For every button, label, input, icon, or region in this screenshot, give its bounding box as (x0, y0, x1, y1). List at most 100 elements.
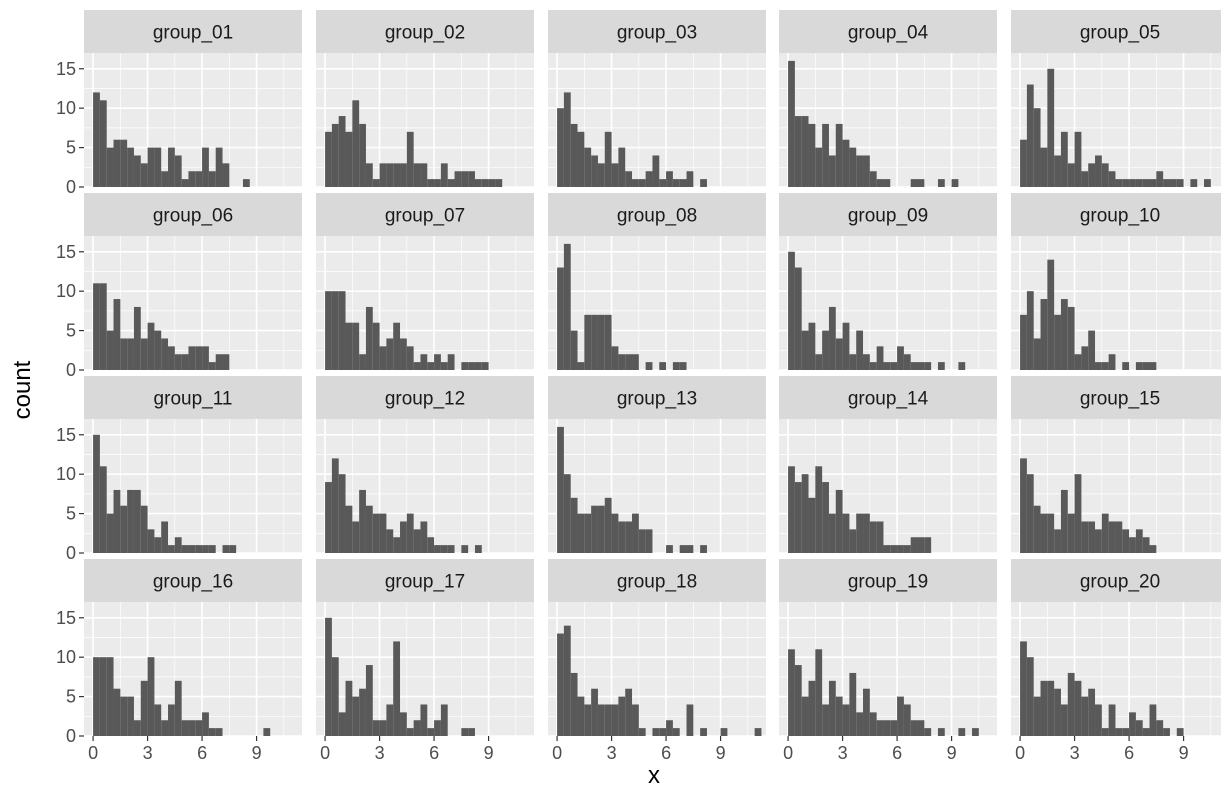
histogram-bar (406, 131, 414, 187)
y-tick-label: 5 (66, 321, 76, 341)
histogram-bar (140, 338, 148, 370)
histogram-bar (903, 354, 911, 370)
histogram-bar (147, 529, 155, 553)
facet-panel: group_13 (548, 376, 766, 554)
histogram-bar (1135, 362, 1143, 370)
histogram-bar (174, 354, 182, 370)
histogram-bar (99, 466, 107, 553)
histogram-bar (325, 617, 332, 736)
y-tick-label: 5 (66, 138, 76, 158)
x-tick-label: 9 (484, 743, 494, 763)
histogram-bar (1054, 155, 1061, 187)
histogram-bar (331, 123, 339, 187)
histogram-bar (345, 680, 353, 736)
histogram-bar (686, 171, 694, 187)
histogram-bar (1067, 672, 1075, 736)
histogram-bar (584, 513, 592, 553)
histogram-bar (427, 537, 435, 553)
histogram-bar (113, 489, 121, 553)
histogram-bar (400, 338, 407, 370)
facet-strip (316, 559, 534, 602)
histogram-bar (1156, 171, 1164, 187)
histogram-bar (794, 116, 802, 187)
histogram-bar (468, 362, 475, 370)
histogram-bar (1101, 513, 1109, 553)
histogram-bar (345, 131, 353, 187)
histogram-bar (1026, 657, 1034, 736)
facet-strip-label: group_07 (385, 206, 465, 227)
x-tick-label: 9 (252, 743, 262, 763)
histogram-bar (604, 314, 612, 370)
histogram-bar (611, 346, 619, 370)
histogram-bar (181, 720, 189, 736)
histogram-bar (1074, 354, 1082, 370)
histogram-bar (856, 712, 864, 736)
facet-panel: group_18 0 3 6 9 (548, 559, 766, 763)
histogram-bar (113, 688, 121, 736)
facet-strip-label: group_16 (153, 572, 233, 593)
histogram-bar (788, 251, 795, 370)
histogram-bar (910, 179, 918, 187)
facet-strip-label: group_09 (848, 206, 928, 227)
histogram-bar (835, 123, 843, 187)
histogram-bar (420, 163, 428, 187)
facet-panel: group_02 (316, 10, 534, 188)
histogram-bar (202, 545, 209, 553)
histogram-bar (842, 139, 850, 187)
histogram-bar (1020, 139, 1027, 187)
histogram-bar (597, 704, 605, 736)
histogram-bar (434, 545, 441, 553)
histogram-bar (924, 537, 932, 553)
histogram-bar (794, 482, 802, 553)
histogram-bar (679, 362, 687, 370)
histogram-bar (168, 704, 175, 736)
histogram-bar (659, 728, 667, 736)
histogram-bar (1108, 354, 1116, 370)
histogram-bar (822, 704, 829, 736)
histogram-bar (618, 147, 626, 187)
histogram-bar (856, 330, 864, 370)
histogram-bar (591, 314, 598, 370)
histogram-bar (876, 179, 884, 187)
y-tick-label: 15 (56, 425, 76, 445)
histogram-bar (352, 696, 360, 736)
x-tick-label: 0 (783, 743, 793, 763)
histogram-bar (597, 505, 605, 553)
histogram-bar (120, 505, 128, 553)
histogram-bar (365, 505, 373, 553)
histogram-bar (495, 179, 503, 187)
histogram-bar (263, 728, 271, 736)
histogram-bar (400, 712, 407, 736)
histogram-bar (161, 521, 169, 553)
histogram-bar (127, 338, 134, 370)
histogram-bar (488, 179, 496, 187)
histogram-bar (147, 657, 155, 736)
histogram-bar (386, 704, 394, 736)
histogram-bar (863, 354, 870, 370)
histogram-bar (700, 545, 707, 553)
histogram-bar (406, 728, 414, 736)
histogram-bar (679, 179, 687, 187)
histogram-bar (461, 728, 469, 736)
histogram-bar (638, 728, 646, 736)
histogram-bar (856, 155, 864, 187)
histogram-bar (365, 163, 373, 187)
histogram-bar (808, 322, 816, 370)
y-tick-label: 0 (66, 726, 76, 746)
histogram-bar (481, 179, 489, 187)
histogram-bar (801, 696, 809, 736)
histogram-bar (161, 720, 169, 736)
histogram-bar (154, 537, 162, 553)
y-tick-label: 5 (66, 687, 76, 707)
histogram-bar (1081, 171, 1089, 187)
histogram-bar (434, 354, 441, 370)
x-tick-label: 9 (947, 743, 957, 763)
histogram-bar (679, 545, 687, 553)
histogram-bar (440, 362, 448, 370)
x-tick-label: 0 (88, 743, 98, 763)
histogram-bar (801, 474, 809, 553)
histogram-bar (570, 123, 578, 187)
histogram-bar (815, 147, 823, 187)
histogram-bar (1108, 171, 1116, 187)
histogram-bar (1156, 720, 1164, 736)
